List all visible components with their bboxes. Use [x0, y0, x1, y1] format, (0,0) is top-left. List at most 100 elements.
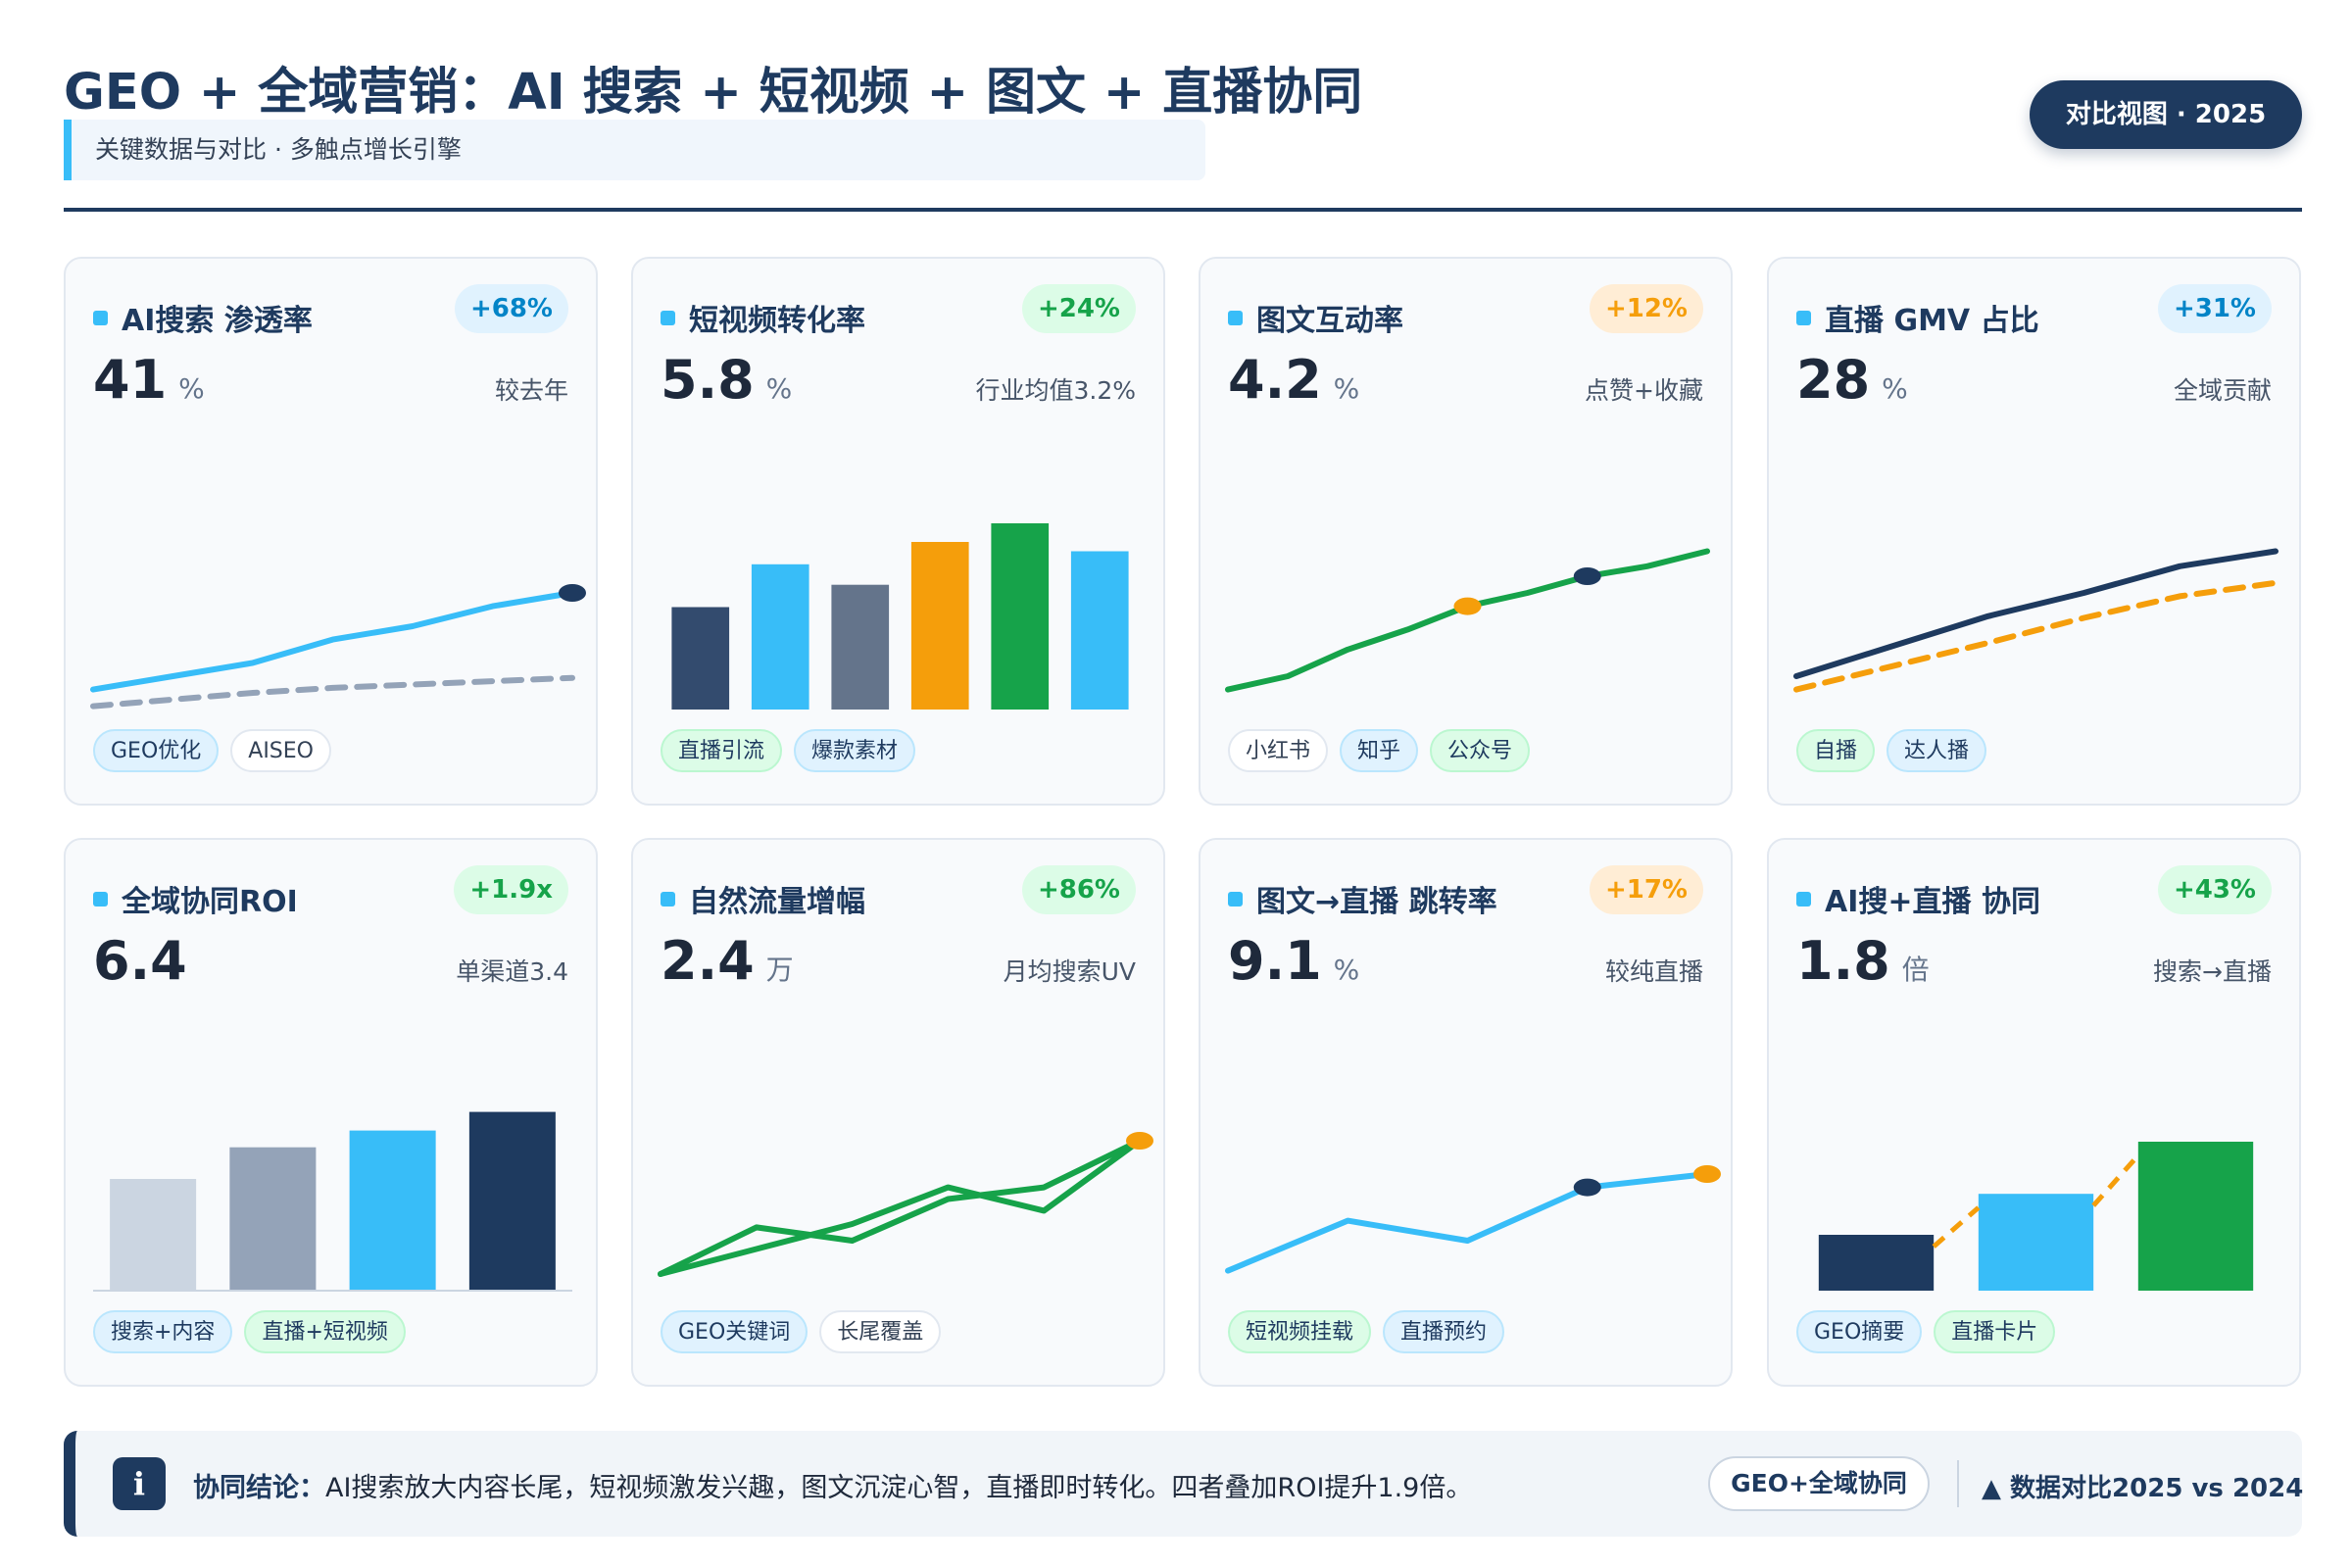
connector-line — [2091, 1153, 2140, 1207]
data-bar — [1978, 1194, 2094, 1291]
metric-block: 41% — [93, 349, 205, 411]
metric-block: 4.2% — [1228, 349, 1359, 411]
channel-tag[interactable]: 爆款素材 — [794, 729, 916, 772]
data-bar — [831, 584, 890, 710]
metric-unit: % — [1333, 372, 1360, 405]
card-header: 全域协同ROI — [93, 877, 298, 920]
card-header: AI搜索 渗透率 — [93, 296, 313, 339]
metric-unit: 万 — [765, 954, 794, 986]
data-point — [1693, 1165, 1721, 1183]
metric-value: 6.4 — [93, 930, 187, 992]
series-line — [658, 1138, 1143, 1277]
card-title: 图文→直播 跳转率 — [1256, 885, 1497, 919]
data-bar — [2137, 1142, 2254, 1291]
card-title: 全域协同ROI — [122, 885, 298, 919]
card-title: 自然流量增幅 — [689, 885, 865, 919]
channel-tag[interactable]: 直播+短视频 — [244, 1310, 406, 1353]
metric-value: 5.8 — [661, 349, 755, 411]
connector-line — [1932, 1205, 1981, 1249]
channel-tag[interactable]: GEO摘要 — [1796, 1310, 1923, 1353]
metric-note: 月均搜索UV — [1003, 957, 1136, 986]
kpi-card: 直播 GMV 占比 +31% 28% 全域贡献 自播 达人播 — [1767, 257, 2301, 806]
conclusion-footer: i 协同结论：AI搜索放大内容长尾，短视频激发兴趣，图文沉淀心智，直播即时转化。… — [64, 1431, 2304, 1537]
channel-tag[interactable]: 直播卡片 — [1934, 1310, 2056, 1353]
data-point — [1126, 1132, 1153, 1150]
metric-block: 9.1% — [1228, 930, 1359, 992]
data-bar — [991, 523, 1050, 710]
metric-unit: % — [765, 372, 793, 405]
metric-value: 28 — [1796, 349, 1871, 411]
metric-value: 1.8 — [1796, 930, 1890, 992]
kpi-card: 短视频转化率 +24% 5.8% 行业均值3.2% 直播引流 爆款素材 — [631, 257, 1165, 806]
card-title: 直播 GMV 占比 — [1825, 304, 2039, 338]
channel-tag[interactable]: GEO优化 — [93, 729, 220, 772]
channel-tag[interactable]: 搜索+内容 — [93, 1310, 233, 1353]
conclusion-text: 协同结论：AI搜索放大内容长尾，短视频激发兴趣，图文沉淀心智，直播即时转化。四者… — [193, 1466, 1472, 1504]
card-title: AI搜索 渗透率 — [122, 304, 313, 338]
delta-badge: +24% — [1021, 284, 1136, 333]
metric-block: 5.8% — [661, 349, 792, 411]
data-bar — [1818, 1235, 1935, 1291]
tag-list: GEO优化 AISEO — [93, 729, 343, 772]
channel-tag[interactable]: 达人播 — [1886, 729, 1987, 772]
tag-list: 短视频挂载 直播预约 — [1228, 1310, 1516, 1353]
metric-note: 较去年 — [494, 376, 568, 405]
card-chart — [1793, 548, 2278, 693]
tag-list: 搜索+内容 直播+短视频 — [93, 1310, 417, 1353]
tag-list: 自播 达人播 — [1796, 729, 1998, 772]
metric-block: 28% — [1796, 349, 1908, 411]
channel-tag[interactable]: 直播预约 — [1383, 1310, 1505, 1353]
channel-tag[interactable]: 短视频挂载 — [1228, 1310, 1372, 1353]
metric-unit: % — [1882, 372, 1908, 405]
geo-synergy-button[interactable]: GEO+全域协同 — [1708, 1456, 1930, 1511]
delta-badge: +68% — [454, 284, 568, 333]
card-header: 图文互动率 — [1228, 296, 1403, 339]
channel-tag[interactable]: 长尾覆盖 — [819, 1310, 942, 1353]
channel-tag[interactable]: GEO关键词 — [661, 1310, 808, 1353]
comparison-label: ▲ 数据对比2025 vs 2024 — [1982, 1474, 2304, 1503]
channel-tag[interactable]: 知乎 — [1340, 729, 1419, 772]
metric-value: 41 — [93, 349, 168, 411]
series-line — [1793, 548, 2278, 679]
channel-tag[interactable]: 直播引流 — [661, 729, 783, 772]
metric-value: 2.4 — [661, 930, 755, 992]
tag-list: GEO摘要 直播卡片 — [1796, 1310, 2067, 1353]
series-line — [1225, 1171, 1710, 1274]
metric-value: 9.1 — [1228, 930, 1322, 992]
card-bullet-icon — [1228, 310, 1243, 325]
metric-note: 单渠道3.4 — [456, 957, 568, 986]
data-point — [1453, 597, 1482, 615]
tag-list: 直播引流 爆款素材 — [661, 729, 927, 772]
metric-block: 1.8 倍 — [1796, 930, 1930, 992]
metric-note: 行业均值3.2% — [975, 376, 1136, 405]
data-bar — [910, 542, 969, 710]
card-header: 自然流量增幅 — [661, 877, 865, 920]
card-header: AI搜+直播 协同 — [1796, 877, 2040, 920]
card-chart — [1225, 548, 1710, 693]
delta-badge: +31% — [2157, 284, 2272, 333]
channel-tag[interactable]: AISEO — [230, 729, 331, 772]
delta-badge: +1.9x — [454, 865, 568, 914]
delta-badge: +17% — [1589, 865, 1703, 914]
metric-block: 2.4 万 — [661, 930, 794, 992]
card-bullet-icon — [1228, 891, 1243, 906]
card-chart — [671, 523, 1129, 710]
metric-note: 搜索→直播 — [2153, 957, 2272, 986]
channel-tag[interactable]: 公众号 — [1430, 729, 1531, 772]
view-badge-button[interactable]: 对比视图 · 2025 — [2030, 80, 2302, 149]
data-point — [1573, 1178, 1601, 1197]
data-bar — [671, 607, 730, 710]
channel-tag[interactable]: 自播 — [1796, 729, 1876, 772]
card-chart — [93, 1111, 572, 1292]
footer-divider — [1957, 1460, 1959, 1507]
metric-unit: % — [178, 372, 205, 405]
channel-tag[interactable]: 小红书 — [1228, 729, 1329, 772]
card-chart — [90, 584, 586, 710]
series-line — [1793, 579, 2278, 693]
card-bullet-icon — [93, 891, 108, 906]
card-header: 图文→直播 跳转率 — [1228, 877, 1497, 920]
card-title: 短视频转化率 — [689, 304, 865, 338]
series-line — [90, 590, 575, 693]
page-subtitle: 关键数据与对比 · 多触点增长引擎 — [64, 120, 1205, 180]
